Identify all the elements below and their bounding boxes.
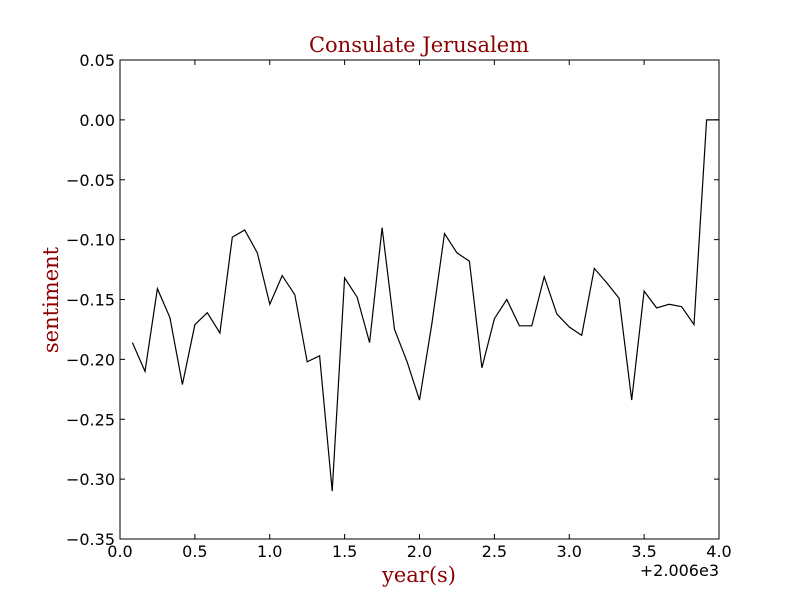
x-axis-label: year(s) [381, 563, 456, 587]
y-tick-label: −0.15 [66, 291, 115, 310]
y-tick-label: −0.10 [66, 231, 115, 250]
y-tick-label: −0.20 [66, 350, 115, 369]
series-layer [131, 119, 719, 492]
x-tick-label: 2.5 [482, 542, 507, 561]
x-tick-label: 2.0 [407, 542, 432, 561]
y-tick-label: 0.00 [79, 111, 115, 130]
y-tick-label: −0.05 [66, 171, 115, 190]
x-tick-label: 1.0 [257, 542, 282, 561]
x-tick-label: 0.0 [107, 542, 132, 561]
y-axis-label: sentiment [39, 246, 63, 353]
x-tick-label: 0.5 [182, 542, 207, 561]
y-tick-label: −0.30 [66, 470, 115, 489]
x-axis-offset-label: +2.006e3 [640, 561, 719, 580]
x-tick-label: 4.0 [706, 542, 731, 561]
chart-title: Consulate Jerusalem [309, 33, 529, 57]
series-line [131, 119, 719, 492]
y-tick-label: 0.05 [79, 51, 115, 70]
x-tick-label: 3.0 [557, 542, 582, 561]
y-tick-label: −0.35 [66, 530, 115, 549]
plot-area-frame [119, 59, 720, 540]
y-tick-label: −0.25 [66, 410, 115, 429]
x-tick-label: 3.5 [631, 542, 656, 561]
ticks-layer: 0.0 0.5 1.0 1.5 2.0 2.5 3.0 3.5 4.0 0.05 0.00 −0.05… [66, 51, 732, 561]
x-tick-label: 1.5 [332, 542, 357, 561]
